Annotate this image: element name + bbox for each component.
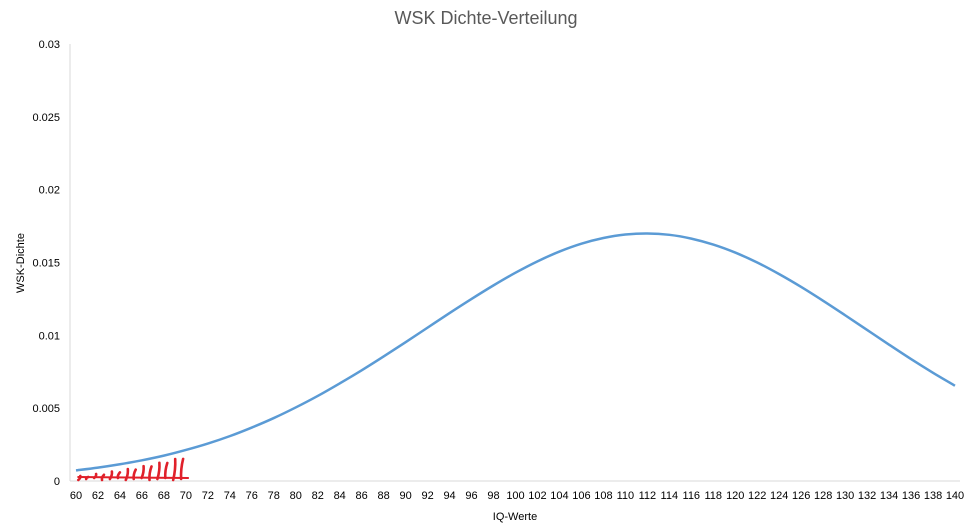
x-tick-label: 110: [617, 490, 635, 502]
chart-title: WSK Dichte-Verteilung: [394, 8, 577, 28]
x-tick-label: 124: [770, 490, 788, 502]
x-tick-label: 90: [400, 490, 412, 502]
x-tick-label: 108: [594, 490, 612, 502]
x-tick-label: 84: [334, 490, 346, 502]
y-tick-label: 0.02: [39, 185, 60, 197]
x-tick-label: 116: [683, 490, 701, 502]
hatch-stroke: [148, 465, 153, 482]
x-tick-label: 132: [858, 490, 876, 502]
x-axis-title: IQ-Werte: [493, 511, 537, 523]
hatch-stroke: [179, 457, 185, 481]
x-tick-label: 68: [158, 490, 170, 502]
hatch-baseline: [77, 476, 190, 479]
hatch-stroke: [163, 461, 169, 480]
x-tick-label: 66: [136, 490, 148, 502]
x-tick-label: 126: [792, 490, 810, 502]
x-tick-label: 60: [70, 490, 82, 502]
y-axis-title: WSK-Dichte: [15, 233, 27, 293]
x-tick-label: 86: [356, 490, 368, 502]
x-tick-label: 138: [924, 490, 942, 502]
y-tick-label: 0: [54, 476, 60, 488]
x-tick-label: 120: [726, 490, 744, 502]
x-tick-label: 78: [268, 490, 280, 502]
x-tick-label: 104: [550, 490, 568, 502]
x-tick-label: 70: [180, 490, 192, 502]
x-tick-label: 122: [748, 490, 766, 502]
x-tick-label: 76: [246, 490, 258, 502]
y-tick-label: 0.03: [39, 39, 60, 51]
x-tick-label: 96: [465, 490, 477, 502]
x-tick-label: 74: [224, 490, 236, 502]
x-tick-label: 92: [421, 490, 433, 502]
x-tick-label: 100: [506, 490, 524, 502]
y-tick-label: 0.025: [32, 112, 60, 124]
hatch-stroke: [108, 470, 114, 481]
y-tick-label: 0.015: [32, 258, 60, 270]
x-tick-label: 140: [946, 490, 964, 502]
series-line: [75, 232, 956, 472]
x-tick-label: 114: [661, 490, 679, 502]
hand-drawn-hatching: [77, 457, 190, 482]
x-tick-label: 72: [202, 490, 214, 502]
x-tick-label: 62: [92, 490, 104, 502]
hatch-stroke: [124, 467, 130, 482]
hatch-stroke: [171, 457, 177, 482]
series-layer: [75, 232, 956, 472]
y-tick-label: 0.01: [39, 330, 60, 342]
x-tick-label: 112: [639, 490, 657, 502]
x-tick-label: 130: [836, 490, 854, 502]
x-tick-label: 88: [378, 490, 390, 502]
x-tick-label: 134: [880, 490, 898, 502]
x-tick-label: 98: [487, 490, 499, 502]
x-tick-label: 102: [528, 490, 546, 502]
hatch-stroke: [140, 464, 145, 480]
y-tick-label: 0.005: [32, 403, 60, 415]
x-tick-label: 64: [114, 490, 126, 502]
x-tick-label: 106: [572, 490, 590, 502]
x-tick-label: 128: [814, 490, 832, 502]
x-tick-label: 94: [443, 490, 455, 502]
y-axis: 0 0.005 0.01 0.015 0.02 0.025 0.03: [32, 39, 60, 488]
x-axis: 60 62 64 66 68 70 72 74 76 78 80 82 84 86 88 90 92 94 96 98…: [70, 490, 964, 502]
x-tick-label: 136: [902, 490, 920, 502]
hatch-stroke: [156, 461, 161, 481]
x-tick-label: 118: [705, 490, 723, 502]
x-tick-label: 82: [312, 490, 324, 502]
x-tick-label: 80: [290, 490, 302, 502]
